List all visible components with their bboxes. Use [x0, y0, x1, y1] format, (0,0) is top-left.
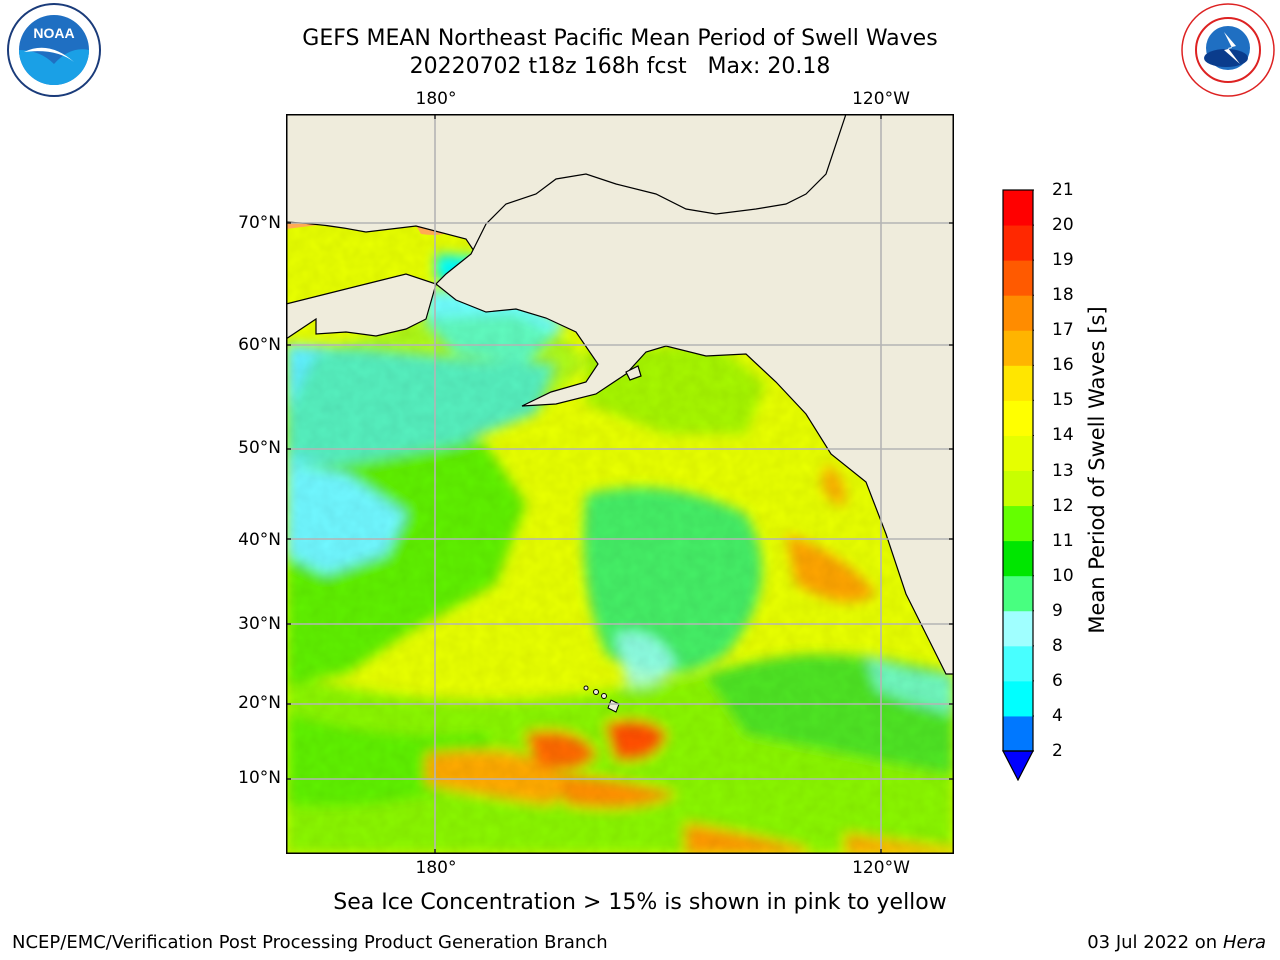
- colorbar-tick-label: 17: [1052, 320, 1074, 341]
- chart-subtitle: 20220702 t18z 168h fcst Max: 20.18: [409, 54, 831, 79]
- colorbar-band: [1003, 435, 1033, 471]
- colorbar-tick-label: 13: [1052, 460, 1074, 481]
- colorbar-tick-label: 12: [1052, 495, 1074, 516]
- national-weather-service-logo: [1178, 2, 1278, 98]
- colorbar-band: [1003, 610, 1033, 647]
- graticule: [286, 114, 954, 854]
- colorbar-tick-label: 11: [1052, 530, 1074, 551]
- colorbar-band: [1003, 225, 1033, 261]
- land-masses: [286, 114, 954, 675]
- colorbar-extend-min: [1002, 750, 1034, 782]
- colorbar-tick-label: 21: [1052, 180, 1074, 200]
- lat-label-60n: 60°N: [238, 335, 281, 355]
- map-panel: [286, 114, 954, 854]
- lon-label-top-120w: 120°W: [852, 89, 910, 109]
- lat-label-10n: 10°N: [238, 768, 281, 788]
- colorbar-band: [1003, 365, 1033, 401]
- colorbar-tick-label: 9: [1052, 600, 1063, 621]
- colorbar-band: [1003, 715, 1033, 752]
- colorbar-band: [1003, 505, 1033, 542]
- lon-label-bottom-180: 180°: [415, 858, 457, 878]
- colorbar-band: [1003, 680, 1033, 717]
- colorbar-tick-label: 15: [1052, 390, 1074, 411]
- lon-label-top-180: 180°: [415, 89, 457, 109]
- colorbar-tick-label: 18: [1052, 285, 1074, 306]
- colorbar-tick-label: 10: [1052, 565, 1074, 586]
- colorbar-title: Mean Period of Swell Waves [s]: [1085, 306, 1109, 634]
- colorbar-tick-label: 8: [1052, 635, 1063, 656]
- lat-label-30n: 30°N: [238, 614, 281, 634]
- lat-label-40n: 40°N: [238, 530, 281, 550]
- sea-ice-note: Sea Ice Concentration > 15% is shown in …: [333, 890, 947, 915]
- colorbar-tick-label: 19: [1052, 250, 1074, 271]
- colorbar-tick-label: 2: [1052, 741, 1063, 761]
- colorbar-band: [1003, 260, 1033, 296]
- noaa-logo: NOAA: [4, 2, 104, 98]
- hawaii-islands: [583, 685, 620, 713]
- footer-credit: NCEP/EMC/Verification Post Processing Pr…: [12, 932, 608, 953]
- colorbar-band: [1003, 190, 1033, 226]
- svg-text:NOAA: NOAA: [33, 25, 74, 41]
- lat-label-50n: 50°N: [238, 438, 281, 458]
- footer-date: 03 Jul 2022 on Hera: [1087, 932, 1266, 953]
- colorbar-band: [1003, 400, 1033, 436]
- colorbar-band: [1003, 575, 1033, 612]
- colorbar-tick-label: 20: [1052, 215, 1074, 236]
- lat-label-70n: 70°N: [238, 213, 281, 233]
- colorbar-band: [1003, 645, 1033, 682]
- colorbar-band: [1003, 330, 1033, 366]
- colorbar-tick-label: 14: [1052, 425, 1074, 446]
- colorbar-tick-label: 6: [1052, 670, 1063, 691]
- colorbar: [1002, 188, 1034, 782]
- lat-label-20n: 20°N: [238, 693, 281, 713]
- alaska-canada: [435, 114, 954, 675]
- lon-label-bottom-120w: 120°W: [852, 858, 910, 878]
- kamchatka-siberia: [286, 273, 437, 340]
- colorbar-band: [1003, 540, 1033, 577]
- colorbar-band: [1003, 295, 1033, 331]
- chart-title: GEFS MEAN Northeast Pacific Mean Period …: [302, 26, 938, 51]
- colorbar-tick-label: 16: [1052, 355, 1074, 376]
- footer-host: Hera: [1222, 932, 1266, 953]
- colorbar-band: [1003, 470, 1033, 507]
- colorbar-tick-label: 4: [1052, 705, 1063, 726]
